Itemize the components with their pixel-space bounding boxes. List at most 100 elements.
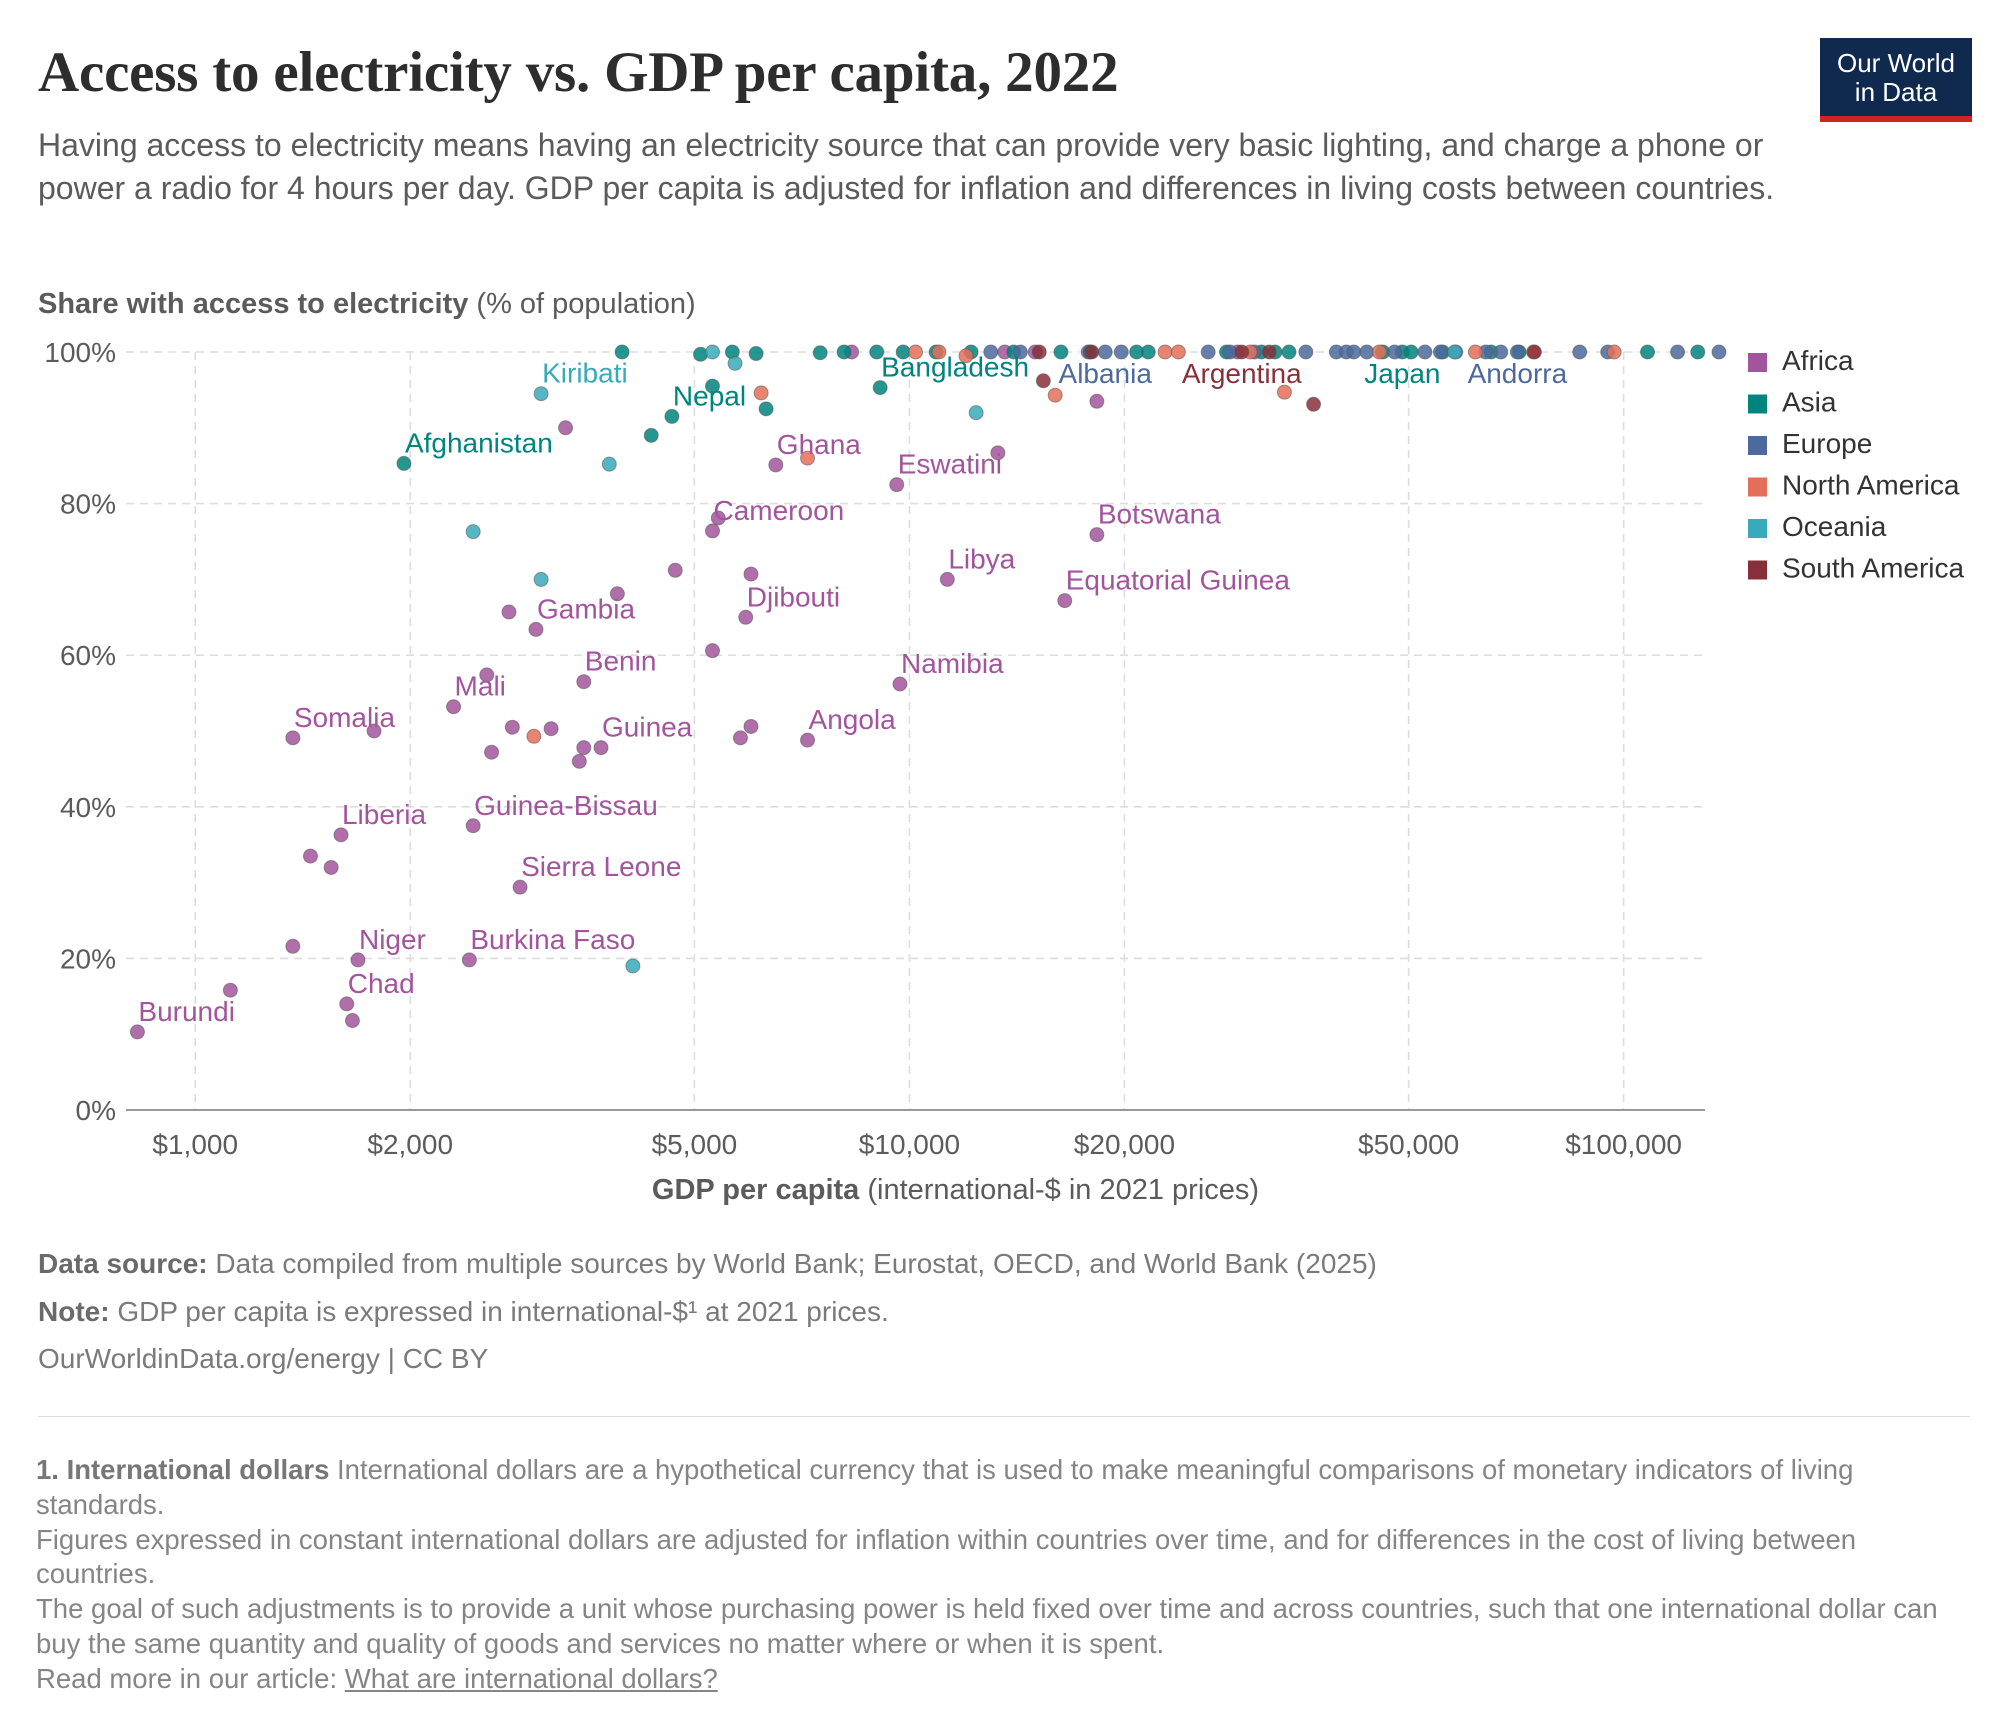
data-point[interactable]: [576, 740, 592, 756]
data-point[interactable]: [501, 604, 517, 620]
data-point[interactable]: [939, 571, 955, 587]
data-point[interactable]: [892, 676, 908, 692]
data-point[interactable]: [1509, 344, 1525, 360]
data-point[interactable]: [302, 848, 318, 864]
data-point[interactable]: [222, 982, 238, 998]
data-point[interactable]: [667, 562, 683, 578]
data-point[interactable]: [1298, 344, 1314, 360]
data-point[interactable]: [344, 1013, 360, 1029]
credit-line[interactable]: OurWorldinData.org/energy | CC BY: [38, 1343, 489, 1374]
data-point[interactable]: [479, 667, 495, 683]
international-dollars-link[interactable]: What are international dollars?: [344, 1662, 718, 1694]
data-point[interactable]: [465, 818, 481, 834]
data-point[interactable]: [1467, 344, 1483, 360]
data-point[interactable]: [1346, 344, 1362, 360]
data-point[interactable]: [758, 401, 774, 417]
data-point[interactable]: [512, 879, 528, 895]
data-point[interactable]: [704, 523, 720, 539]
data-point[interactable]: [1359, 344, 1375, 360]
data-point[interactable]: [748, 346, 764, 362]
data-point[interactable]: [366, 723, 382, 739]
data-point[interactable]: [504, 719, 520, 735]
data-point[interactable]: [1097, 344, 1113, 360]
data-point[interactable]: [1276, 384, 1292, 400]
data-point[interactable]: [339, 996, 355, 1012]
data-point[interactable]: [1200, 344, 1216, 360]
data-point[interactable]: [990, 445, 1006, 461]
data-point[interactable]: [333, 827, 349, 843]
data-point[interactable]: [461, 952, 477, 968]
data-point[interactable]: [1281, 344, 1297, 360]
data-point[interactable]: [743, 566, 759, 582]
data-point[interactable]: [710, 510, 726, 526]
data-point[interactable]: [738, 609, 754, 625]
data-point[interactable]: [800, 450, 816, 466]
data-point[interactable]: [526, 728, 542, 744]
owid-logo[interactable]: Our World in Data: [1820, 38, 1972, 122]
data-point[interactable]: [732, 730, 748, 746]
data-point[interactable]: [1140, 344, 1156, 360]
data-point[interactable]: [1493, 344, 1509, 360]
data-point[interactable]: [571, 753, 587, 769]
data-point[interactable]: [1084, 344, 1100, 360]
data-point[interactable]: [528, 621, 544, 637]
data-point[interactable]: [1234, 344, 1250, 360]
data-point[interactable]: [1047, 387, 1063, 403]
data-point[interactable]: [129, 1024, 145, 1040]
data-point[interactable]: [323, 859, 339, 875]
data-point[interactable]: [533, 571, 549, 587]
data-point[interactable]: [1170, 344, 1186, 360]
data-point[interactable]: [869, 344, 885, 360]
data-point[interactable]: [753, 385, 769, 401]
data-point[interactable]: [1261, 344, 1277, 360]
data-point[interactable]: [1057, 593, 1073, 609]
data-point[interactable]: [465, 524, 481, 540]
data-point[interactable]: [1572, 344, 1588, 360]
data-point[interactable]: [1690, 344, 1706, 360]
data-point[interactable]: [768, 457, 784, 473]
data-point[interactable]: [812, 345, 828, 361]
data-point[interactable]: [576, 674, 592, 690]
data-point[interactable]: [1089, 527, 1105, 543]
data-point[interactable]: [446, 699, 462, 715]
data-point[interactable]: [1035, 373, 1051, 389]
data-point[interactable]: [800, 732, 816, 748]
data-point[interactable]: [872, 380, 888, 396]
data-point[interactable]: [1526, 344, 1542, 360]
data-point[interactable]: [1031, 344, 1047, 360]
data-point[interactable]: [609, 586, 625, 602]
data-point[interactable]: [931, 344, 947, 360]
data-point[interactable]: [643, 427, 659, 443]
data-point[interactable]: [1447, 344, 1463, 360]
data-point[interactable]: [543, 721, 559, 737]
data-point[interactable]: [727, 355, 743, 371]
data-point[interactable]: [968, 405, 984, 421]
data-point[interactable]: [1306, 396, 1322, 412]
data-point[interactable]: [1403, 344, 1419, 360]
data-point[interactable]: [1639, 344, 1655, 360]
data-point[interactable]: [1371, 344, 1387, 360]
data-point[interactable]: [285, 938, 301, 954]
data-point[interactable]: [593, 740, 609, 756]
data-point[interactable]: [889, 477, 905, 493]
data-point[interactable]: [1089, 393, 1105, 409]
data-point[interactable]: [484, 744, 500, 760]
data-point[interactable]: [836, 344, 852, 360]
data-point[interactable]: [908, 344, 924, 360]
data-point[interactable]: [704, 643, 720, 659]
data-point[interactable]: [558, 420, 574, 436]
data-point[interactable]: [396, 455, 412, 471]
data-point[interactable]: [625, 958, 641, 974]
data-point[interactable]: [285, 730, 301, 746]
data-point[interactable]: [350, 952, 366, 968]
data-point[interactable]: [601, 456, 617, 472]
data-point[interactable]: [1606, 344, 1622, 360]
data-point[interactable]: [958, 348, 974, 364]
data-point[interactable]: [1432, 344, 1448, 360]
data-point[interactable]: [1012, 344, 1028, 360]
data-point[interactable]: [704, 344, 720, 360]
data-point[interactable]: [1387, 344, 1403, 360]
data-point[interactable]: [1053, 344, 1069, 360]
data-point[interactable]: [1113, 344, 1129, 360]
data-point[interactable]: [743, 718, 759, 734]
